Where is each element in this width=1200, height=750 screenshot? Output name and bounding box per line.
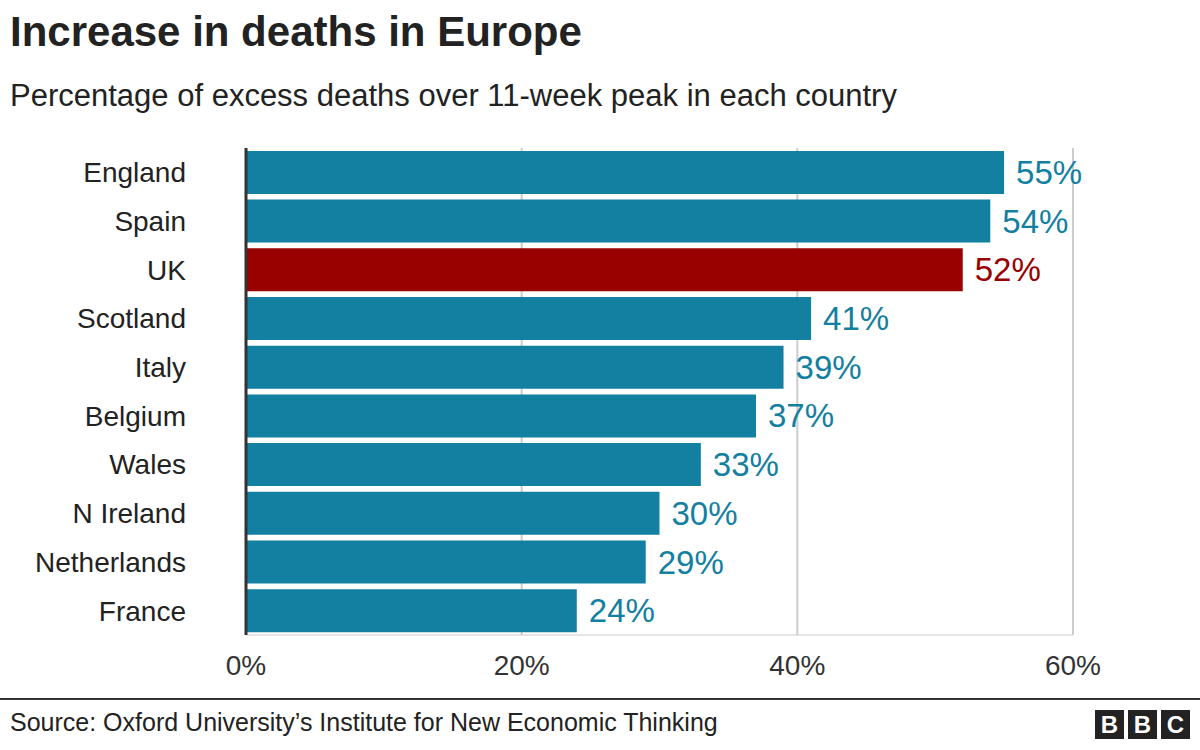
svg-text:29%: 29% bbox=[658, 544, 724, 581]
svg-text:41%: 41% bbox=[823, 300, 889, 337]
svg-text:England: England bbox=[83, 157, 186, 188]
html-text:C: C bbox=[1166, 711, 1185, 738]
html-text:B: B bbox=[1100, 711, 1119, 738]
html-text:Percentage of excess deaths ov: Percentage of excess deaths over 11-week… bbox=[10, 78, 897, 113]
svg-text:N Ireland: N Ireland bbox=[72, 498, 186, 529]
svg-text:55%: 55% bbox=[1016, 154, 1082, 191]
html-text:Increase in deaths in Europe: Increase in deaths in Europe bbox=[10, 8, 582, 55]
svg-text:40%: 40% bbox=[769, 650, 825, 681]
svg-text:52%: 52% bbox=[975, 251, 1041, 288]
svg-text:30%: 30% bbox=[672, 495, 738, 532]
svg-text:Italy: Italy bbox=[135, 352, 186, 383]
svg-text:54%: 54% bbox=[1002, 203, 1068, 240]
svg-text:France: France bbox=[99, 596, 186, 627]
svg-text:20%: 20% bbox=[494, 650, 550, 681]
svg-text:0%: 0% bbox=[226, 650, 266, 681]
svg-text:Spain: Spain bbox=[114, 206, 186, 237]
html-text:Source: Oxford University’s In: Source: Oxford University’s Institute fo… bbox=[10, 708, 718, 736]
svg-text:Wales: Wales bbox=[109, 449, 186, 480]
svg-text:37%: 37% bbox=[768, 397, 834, 434]
svg-text:33%: 33% bbox=[713, 446, 779, 483]
svg-text:24%: 24% bbox=[589, 592, 655, 629]
svg-text:UK: UK bbox=[147, 255, 186, 286]
svg-text:60%: 60% bbox=[1045, 650, 1101, 681]
svg-text:Netherlands: Netherlands bbox=[35, 547, 186, 578]
svg-text:Scotland: Scotland bbox=[77, 303, 186, 334]
html-text:B: B bbox=[1133, 711, 1152, 738]
svg-text:Belgium: Belgium bbox=[85, 401, 186, 432]
svg-text:39%: 39% bbox=[796, 349, 862, 386]
